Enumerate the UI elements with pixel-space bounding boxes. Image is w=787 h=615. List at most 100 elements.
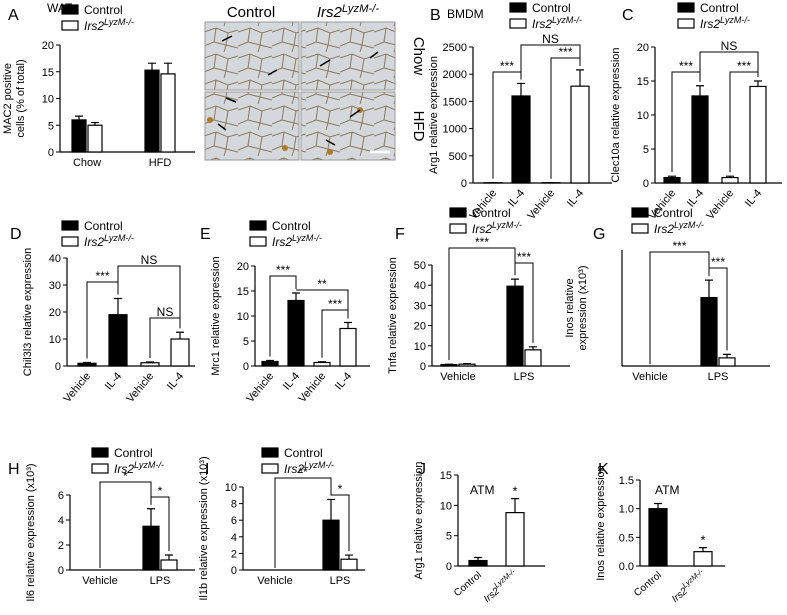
error-bar [529, 346, 537, 350]
significance-label: * [158, 484, 163, 498]
legend-label: Irs2LyzM-/- [472, 220, 522, 236]
x-tick-label: Vehicle [296, 370, 328, 405]
error-bar [723, 353, 731, 358]
significance-bracket [274, 477, 332, 568]
legend-swatch [61, 220, 79, 231]
significance-bracket [99, 481, 152, 568]
y-tick-label: 0 [643, 178, 649, 190]
error-bar [668, 175, 676, 178]
legend-swatch [249, 220, 267, 231]
x-tick-label: Chow [73, 157, 101, 169]
micrograph [300, 91, 396, 161]
y-axis-label: Inos relative expression [595, 465, 607, 581]
x-tick-label: IL-4 [333, 370, 354, 392]
significance-bracket [520, 44, 581, 80]
y-axis-label: expression (x10³) [577, 266, 589, 351]
x-tick-label: LPS [330, 575, 351, 587]
significance-label: *** [737, 59, 751, 73]
legend-label: Control [700, 1, 739, 15]
error-bar [754, 80, 762, 87]
error-bar [699, 547, 707, 552]
stain [207, 117, 213, 123]
stain [327, 149, 333, 155]
error-bar [654, 502, 662, 509]
panel-title: BMDM [447, 7, 484, 21]
legend-swatch [509, 2, 527, 13]
y-tick-label: 2 [231, 548, 237, 560]
y-tick-label: 15 [440, 470, 452, 482]
bar [691, 95, 709, 184]
bar [511, 95, 531, 184]
significance-label: * [123, 469, 128, 483]
panel-letter: J [418, 461, 426, 478]
legend-swatch [509, 18, 527, 29]
bar [87, 124, 103, 153]
y-axis-label: Il1b relative expression (x10³) [198, 456, 210, 600]
y-tick-label: 0 [446, 561, 452, 573]
micrographs: Control Irs2LyzM-/- Chow HFD [204, 3, 427, 161]
error-bar [726, 175, 734, 178]
significance-bracket [321, 309, 349, 358]
y-axis-label: Arg1 relative expression [428, 56, 440, 174]
y-tick-label: 20 [414, 321, 426, 333]
error-bar [75, 115, 83, 120]
bar [160, 559, 178, 571]
x-tick-label: Control [632, 570, 664, 599]
bar [71, 119, 87, 153]
bar [287, 299, 305, 367]
error-bar [463, 362, 471, 365]
y-axis-label: Arg1 relative expression [413, 461, 425, 579]
legend-swatch [261, 463, 279, 474]
y-tick-label: 0 [243, 361, 249, 373]
bar [524, 349, 542, 367]
error-bar [164, 62, 172, 74]
legend-swatch [677, 18, 695, 29]
significance-label: *** [672, 239, 686, 253]
significance-bracket [708, 267, 728, 351]
legend-label: Irs2LyzM-/- [284, 460, 334, 476]
micrograph-column: Control [227, 4, 275, 21]
y-tick-label: 20 [237, 261, 249, 273]
significance-bracket [699, 51, 759, 82]
bar [322, 519, 340, 571]
significance-bracket [296, 289, 349, 319]
y-tick-label: 4 [58, 515, 64, 527]
error-bar [344, 321, 352, 329]
bar [313, 361, 331, 367]
bar [718, 357, 736, 367]
y-tick-label: 1000 [443, 124, 467, 136]
legend-label: Control [84, 3, 123, 17]
panel-letter: E [200, 226, 211, 243]
y-tick-label: 5 [243, 336, 249, 348]
y-tick-label: 4 [231, 532, 237, 544]
significance-bracket [330, 494, 350, 552]
y-tick-label: 0 [461, 178, 467, 190]
bar [468, 559, 488, 567]
panel-letter: B [430, 7, 441, 24]
significance-label: *** [276, 263, 290, 277]
y-tick-label: 8 [231, 499, 237, 511]
legend-swatch [61, 4, 79, 15]
legend-swatch [249, 236, 267, 247]
error-bar [318, 361, 326, 363]
panel-letter: I [205, 461, 209, 478]
x-tick-label: Vehicle [257, 575, 292, 587]
micrograph [204, 21, 300, 91]
x-tick-label: Vehicle [82, 575, 117, 587]
y-tick-label: 5 [446, 531, 452, 543]
y-tick-label: 20 [49, 307, 61, 319]
legend-label: Irs2LyzM-/- [272, 233, 322, 249]
significance-label: *** [95, 269, 109, 283]
bar [340, 558, 358, 571]
bar [144, 69, 160, 153]
legend-label: Control [272, 219, 311, 233]
x-tick-label: Vehicle [525, 187, 557, 222]
x-tick-label: LPS [150, 575, 171, 587]
y-tick-label: 2 [58, 540, 64, 552]
error-bar [327, 498, 335, 521]
y-tick-label: 0 [58, 565, 64, 577]
significance-label: *** [475, 235, 489, 249]
y-axis-label: Mrc1 relative expression [210, 256, 222, 375]
legend-label: Irs2LyzM-/- [114, 460, 164, 476]
